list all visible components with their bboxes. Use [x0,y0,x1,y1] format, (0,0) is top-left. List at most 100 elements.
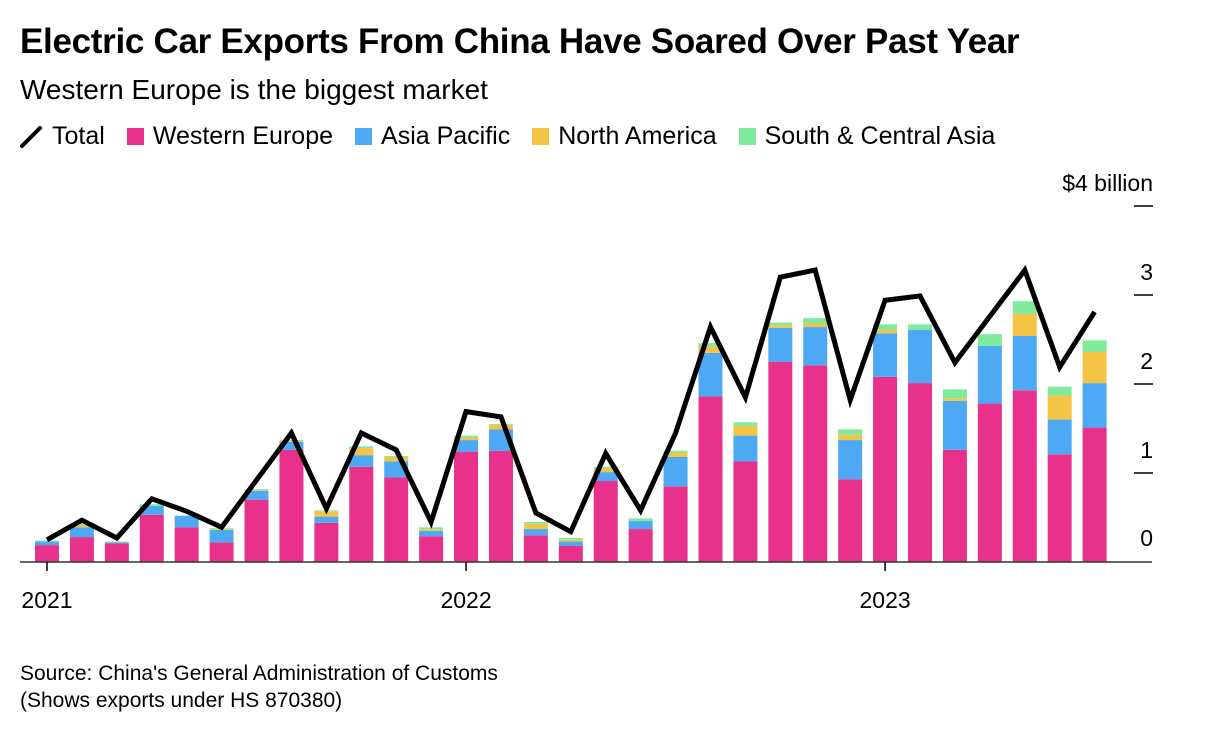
bar-south-central-asia-2022-01 [454,435,479,438]
bar-south-central-asia-2021-07 [244,489,269,490]
bar-western-europe-2021-03 [104,543,129,562]
bar-asia-pacific-2021-04 [139,505,164,515]
y-tick-label: 3 [1140,259,1153,285]
legend-item-south-central-asia: South & Central Asia [738,122,995,151]
bar-south-central-asia-2022-11 [803,318,828,324]
bar-north-america-2022-07 [663,452,688,457]
bar-western-europe-2023-02 [908,383,932,562]
bar-south-central-asia-2021-12 [419,527,444,530]
line-swatch-icon [20,125,42,148]
bar-asia-pacific-2021-05 [174,515,199,528]
bar-south-central-asia-2021-11 [384,456,409,457]
bar-western-europe-2023-03 [942,449,967,562]
total-line [45,264,1097,542]
bar-western-europe-2023-06 [1047,454,1072,562]
bar-western-europe-2021-11 [384,477,409,562]
y-tick-label: 0 [1140,525,1153,551]
bar-western-europe-2021-10 [349,466,374,562]
bar-south-central-asia-2023-06 [1047,386,1072,396]
legend-label: North America [558,122,717,150]
source-note-line: (Shows exports under HS 870380) [20,689,343,712]
bar-western-europe-2021-09 [314,522,339,562]
bar-asia-pacific-2021-09 [314,516,339,523]
bar-western-europe-2022-11 [803,365,828,562]
bar-north-america-2023-07 [1082,351,1107,384]
bar-asia-pacific-2022-06 [628,521,653,530]
bar-south-central-asia-2022-09 [733,422,758,426]
bar-south-central-asia-2021-08 [279,440,304,441]
bar-western-europe-2023-05 [1012,390,1037,562]
legend-label: Total [52,122,105,150]
swatch-icon [126,128,144,145]
bar-western-europe-2022-06 [628,529,653,562]
bar-north-america-2023-06 [1047,395,1072,420]
x-tick-label: 2022 [440,587,491,613]
bar-north-america-2022-08 [698,346,723,353]
bar-western-europe-2021-05 [174,527,199,562]
bar-south-central-asia-2021-04 [139,504,164,506]
bar-asia-pacific-2022-12 [838,440,863,480]
bar-asia-pacific-2022-04 [558,541,583,546]
legend-label: Western Europe [152,122,334,150]
bar-south-central-asia-2022-03 [523,521,548,524]
bar-western-europe-2022-10 [768,361,793,562]
bar-north-america-2022-01 [454,437,479,441]
bar-western-europe-2023-01 [873,376,898,562]
bar-asia-pacific-2023-07 [1082,383,1107,428]
bar-north-america-2022-11 [803,323,828,328]
bar-south-central-asia-2021-01 [35,540,59,542]
bar-north-america-2022-02 [488,424,513,430]
y-tick-label: $4 billion [1062,170,1153,196]
bar-western-europe-2022-03 [523,535,548,562]
bar-north-america-2022-05 [593,468,618,473]
bar-north-america-2022-04 [558,539,583,542]
bar-south-central-asia-2021-03 [104,541,129,543]
bar-south-central-asia-2023-02 [908,324,932,330]
bar-asia-pacific-2022-10 [768,327,793,362]
bar-asia-pacific-2022-11 [803,327,828,366]
bar-south-central-asia-2023-03 [942,389,967,399]
chart-title: Electric Car Exports From China Have Soa… [20,22,1020,61]
x-tick-label: 2021 [21,587,72,613]
chart-subtitle: Western Europe is the biggest market [20,74,488,105]
bar-western-europe-2023-07 [1082,427,1107,562]
bar-north-america-2022-12 [838,434,863,441]
swatch-icon [355,128,373,145]
bar-north-america-2021-12 [419,529,444,531]
bar-south-central-asia-2022-05 [593,466,618,469]
legend-item-total: Total [20,122,105,151]
bar-south-central-asia-2022-10 [768,322,793,326]
bar-north-america-2022-03 [523,523,548,530]
bar-north-america-2022-09 [733,425,758,436]
bar-asia-pacific-2023-02 [908,329,932,384]
bar-north-america-2023-05 [1012,313,1037,336]
bar-western-europe-2021-04 [139,514,164,562]
legend: Total Western Europe Asia Pacific North … [20,122,1017,151]
bar-south-central-asia-2022-02 [488,424,513,425]
bar-asia-pacific-2023-01 [873,333,898,377]
bar-western-europe-2021-01 [35,545,59,562]
bar-western-europe-2022-04 [558,545,583,562]
axes-layer: 0 1 2 3 $4 billion 2021 2022 2023 [20,170,1153,613]
bar-asia-pacific-2022-03 [523,529,548,536]
y-tick-label: 2 [1140,348,1153,374]
bar-western-europe-2022-12 [838,479,863,562]
bar-asia-pacific-2021-08 [279,441,304,450]
bar-south-central-asia-2023-05 [1012,301,1037,314]
x-tick-label: 2023 [859,587,910,613]
bar-asia-pacific-2022-05 [593,472,618,482]
legend-label: Asia Pacific [381,122,511,150]
bar-asia-pacific-2023-04 [977,345,1002,404]
bar-asia-pacific-2021-02 [69,527,94,538]
bar-asia-pacific-2021-10 [349,455,374,467]
bar-western-europe-2022-09 [733,461,758,562]
bar-south-central-asia-2021-02 [69,523,94,525]
bar-asia-pacific-2023-05 [1012,335,1037,391]
bar-north-america-2021-08 [279,440,304,442]
bar-north-america-2023-01 [873,329,898,334]
bar-western-europe-2022-08 [698,396,723,562]
bar-south-central-asia-2022-06 [628,518,653,522]
bar-south-central-asia-2022-08 [698,343,723,347]
bar-western-europe-2022-05 [593,481,618,562]
